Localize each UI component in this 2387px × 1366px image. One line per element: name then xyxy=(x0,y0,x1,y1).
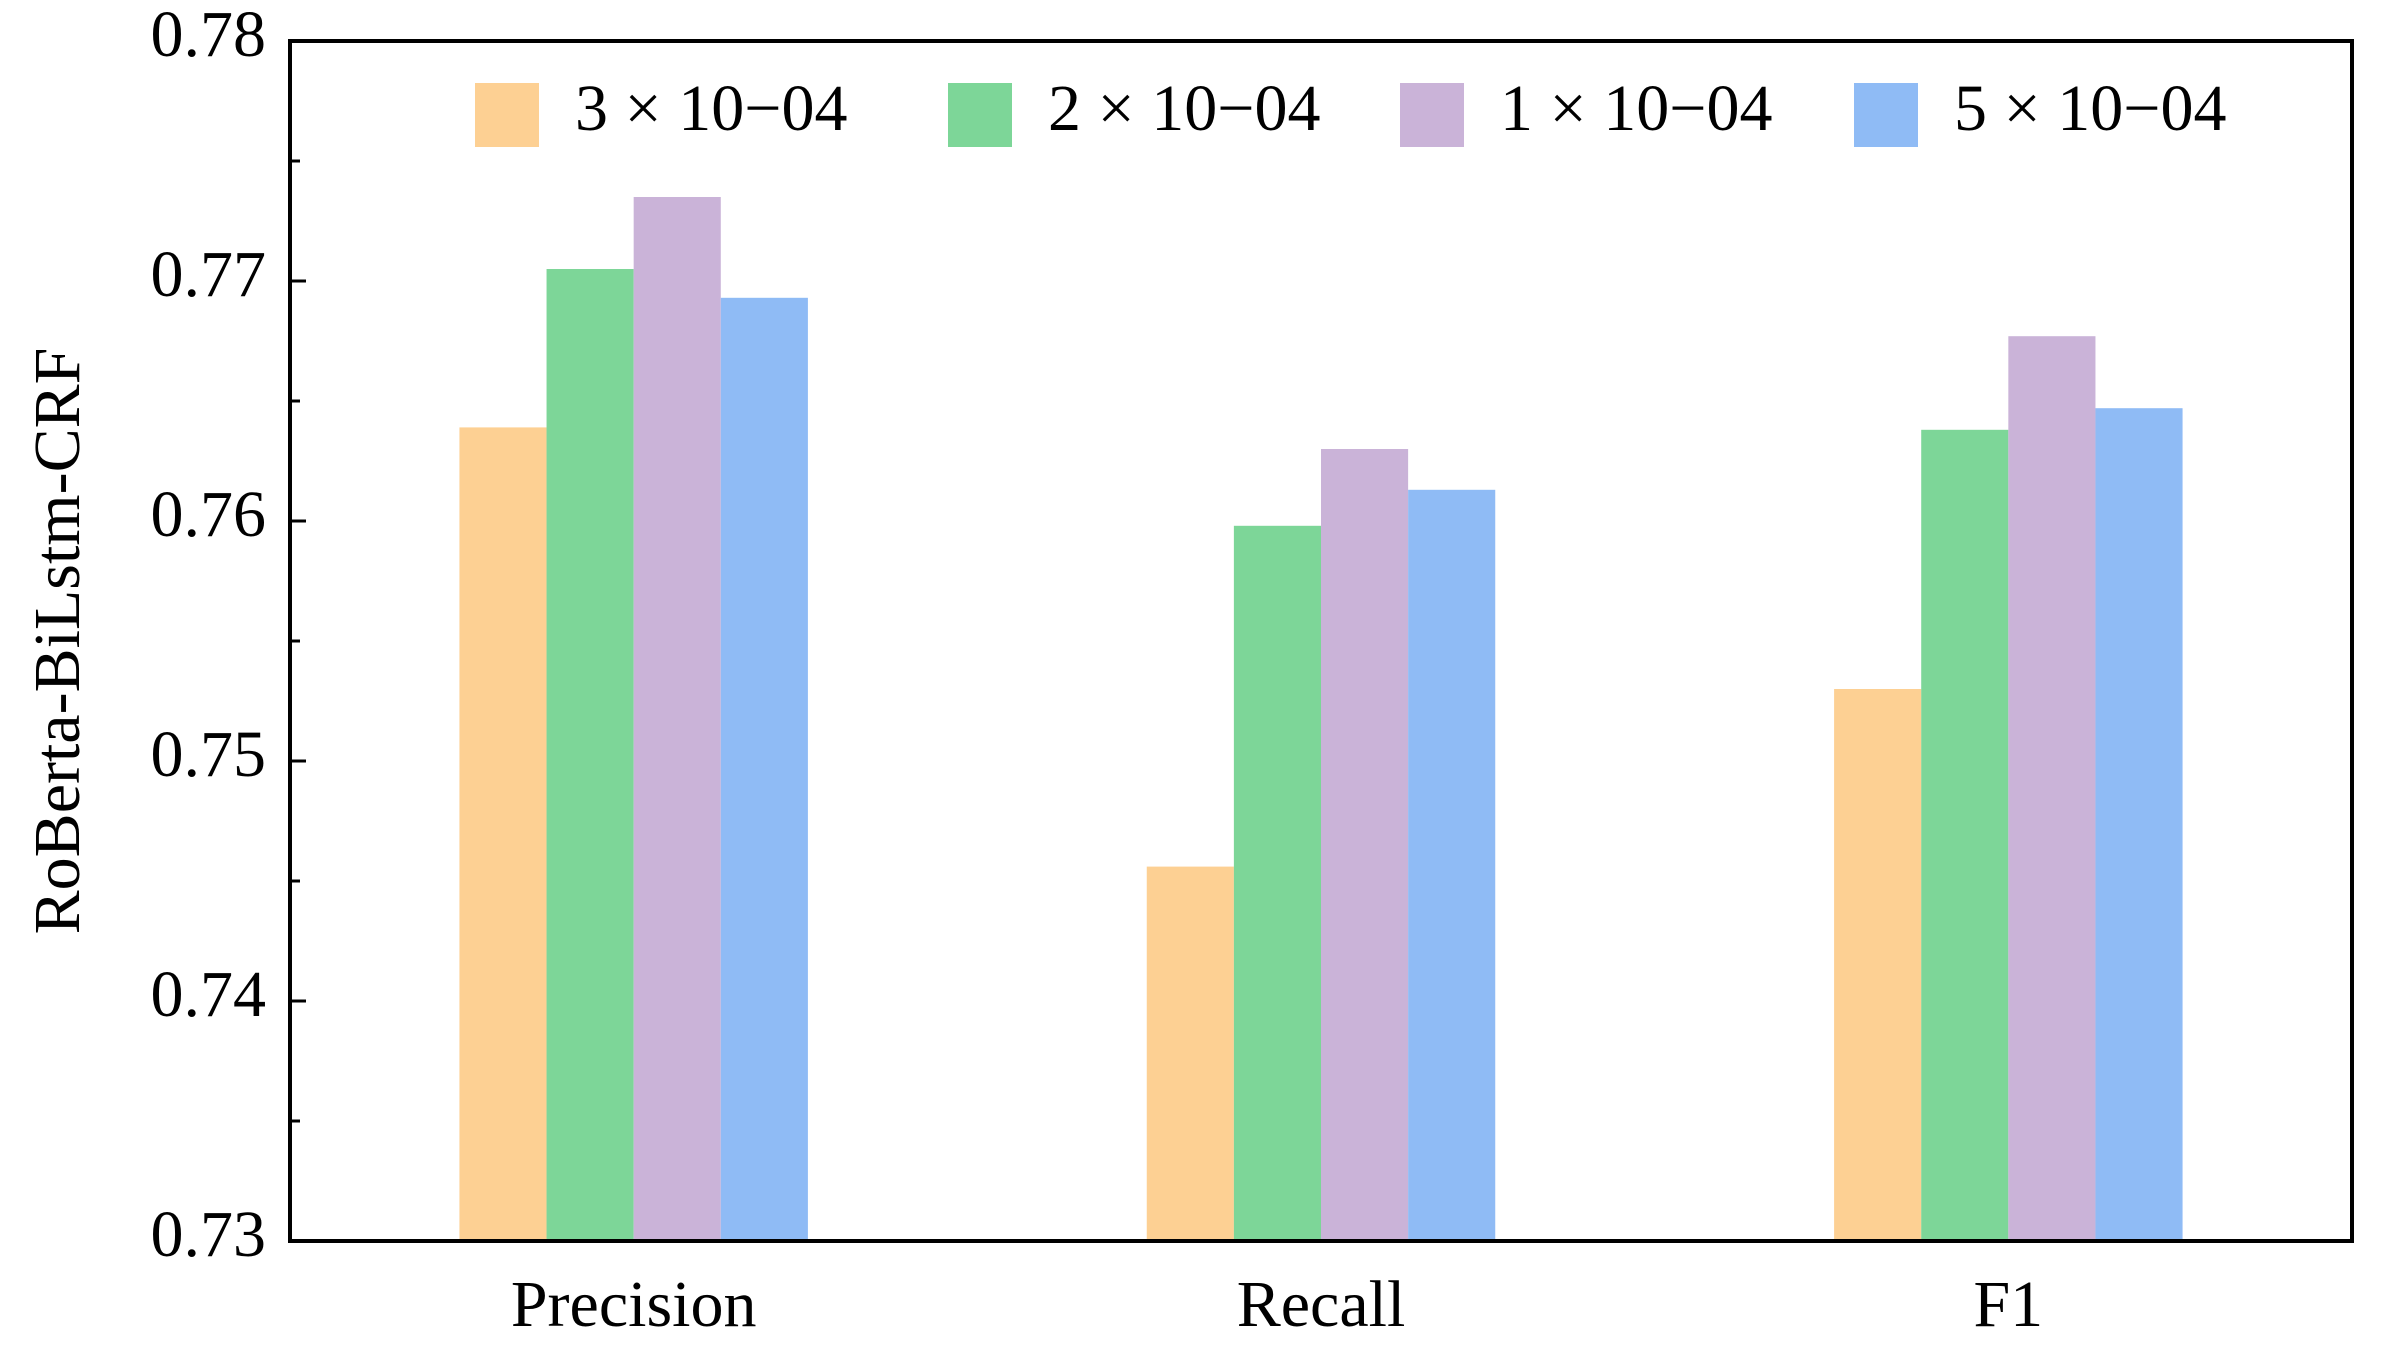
bar xyxy=(720,297,808,1241)
bar xyxy=(459,427,547,1241)
legend-swatch xyxy=(475,83,539,147)
y-tick-label: 0.76 xyxy=(151,478,267,551)
plot-frame xyxy=(288,39,2354,1243)
bar xyxy=(546,269,634,1241)
legend-swatch xyxy=(1854,83,1918,147)
y-axis-label: RoBerta-BiLstm-CRF xyxy=(21,348,94,935)
x-tick-label: Precision xyxy=(511,1268,757,1341)
bar xyxy=(1321,449,1409,1241)
bar xyxy=(1146,866,1234,1241)
x-tick-label: F1 xyxy=(1973,1268,2043,1341)
bar xyxy=(1408,489,1496,1241)
legend-label: 5 × 10−04 xyxy=(1954,72,2226,145)
y-tick-label: 0.78 xyxy=(151,0,267,71)
legend-swatch xyxy=(948,83,1012,147)
x-tick-label: Recall xyxy=(1237,1268,1406,1341)
bar xyxy=(2008,336,2096,1241)
legend-label: 1 × 10−04 xyxy=(1500,72,1772,145)
bar xyxy=(1834,689,1922,1241)
legend-label: 2 × 10−04 xyxy=(1048,72,1320,145)
y-tick-label: 0.74 xyxy=(151,958,267,1031)
y-tick-label: 0.75 xyxy=(151,718,267,791)
bar xyxy=(633,197,721,1241)
y-tick-label: 0.77 xyxy=(151,238,267,311)
bar xyxy=(1233,525,1321,1241)
legend-swatch xyxy=(1400,83,1464,147)
bar xyxy=(2095,408,2183,1241)
legend-label: 3 × 10−04 xyxy=(575,72,847,145)
y-tick-label: 0.73 xyxy=(151,1198,267,1271)
bar xyxy=(1921,429,2009,1241)
